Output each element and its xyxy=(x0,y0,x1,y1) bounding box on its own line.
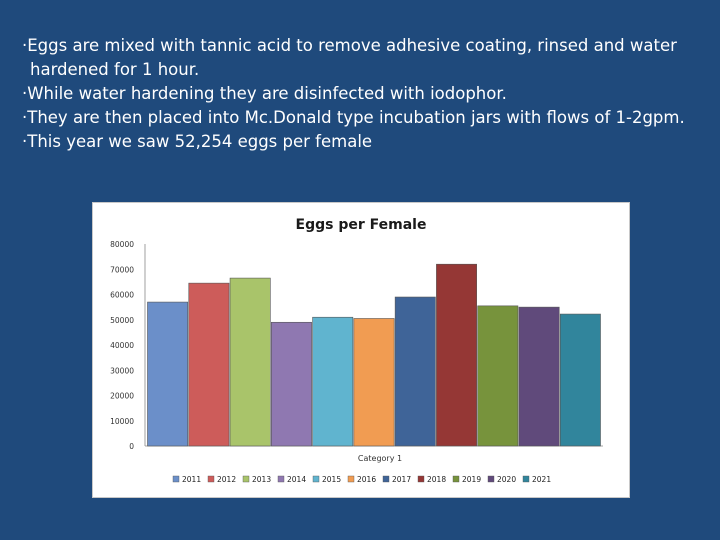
chart-canvas: Eggs per Female Category 1 0 10000 20000 30… xyxy=(110,217,603,484)
legend-swatch-2017 xyxy=(382,475,390,483)
bullet-text: ·Eggs are mixed with tannic acid to remo… xyxy=(22,36,677,55)
bar-2011 xyxy=(147,301,189,447)
legend-swatch-2014 xyxy=(277,475,285,483)
bar-2014 xyxy=(271,321,312,447)
bar-2013 xyxy=(229,277,271,447)
legend-label-2016: 2016 xyxy=(357,475,376,484)
legend-label-2018: 2018 xyxy=(427,475,446,484)
legend-label-2020: 2020 xyxy=(497,475,516,484)
bullet-text: ·They are then placed into Mc.Donald typ… xyxy=(22,108,685,127)
legend-label-2017: 2017 xyxy=(392,475,411,484)
legend-swatch-2016 xyxy=(347,475,355,483)
bar-2016 xyxy=(353,318,395,447)
bar-2019 xyxy=(477,305,519,447)
y-tick-label: 0 xyxy=(129,442,134,451)
legend-label-2014: 2014 xyxy=(287,475,306,484)
y-tick-label: 60000 xyxy=(110,291,134,300)
y-tick-label: 70000 xyxy=(110,265,134,274)
bullet-text: ·This year we saw 52,254 eggs per female xyxy=(22,132,373,151)
bullet-list: ·Eggs are mixed with tannic acid to remo… xyxy=(22,34,712,154)
y-tick-label: 50000 xyxy=(110,316,134,325)
legend-label-2012: 2012 xyxy=(217,475,236,484)
legend-swatch-2018 xyxy=(417,475,425,483)
legend-swatch-2019 xyxy=(452,475,460,483)
legend-label-2015: 2015 xyxy=(322,475,341,484)
legend-swatch-2015 xyxy=(312,475,320,483)
legend-label-2021: 2021 xyxy=(532,475,551,484)
y-tick-label: 30000 xyxy=(110,366,134,375)
y-tick-label: 80000 xyxy=(110,240,134,249)
legend-swatch-2012 xyxy=(207,475,215,483)
chart-title: Eggs per Female xyxy=(296,217,427,233)
y-tick-label: 20000 xyxy=(110,392,134,401)
bar-2020 xyxy=(518,306,560,447)
bar-2015 xyxy=(312,316,354,447)
legend-label-2011: 2011 xyxy=(182,475,201,484)
bullet-text-continuation: hardened for 1 hour. xyxy=(30,60,200,79)
y-tick-label: 10000 xyxy=(110,417,134,426)
category-label: Category 1 xyxy=(358,454,402,463)
bar-2012 xyxy=(188,282,230,447)
legend-label-2013: 2013 xyxy=(252,475,271,484)
bullet-text: ·While water hardening they are disinfec… xyxy=(22,84,507,103)
y-tick-label: 40000 xyxy=(110,341,134,350)
legend-swatch-2011 xyxy=(172,475,180,483)
legend-swatch-2020 xyxy=(487,475,495,483)
legend-swatch-2013 xyxy=(242,475,250,483)
legend-swatch-2021 xyxy=(522,475,530,483)
bar-2021 xyxy=(559,313,601,447)
bar-2018 xyxy=(436,263,477,447)
bar-chart: Eggs per Female Category 1 0 10000 20000 30… xyxy=(92,202,630,498)
legend-label-2019: 2019 xyxy=(462,475,481,484)
bar-2017 xyxy=(394,296,436,447)
